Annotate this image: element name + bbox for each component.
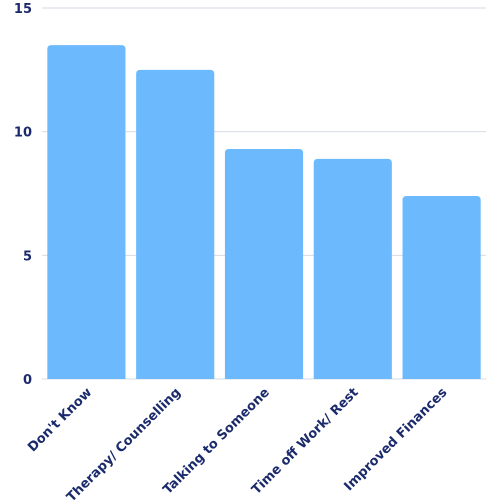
y-tick-label: 10	[14, 126, 32, 141]
y-tick-label: 0	[23, 373, 32, 388]
x-tick-label: Improved Finances	[342, 385, 451, 494]
bar	[47, 45, 126, 379]
bar	[136, 69, 215, 379]
x-tick-label: Don't Know	[25, 385, 95, 455]
bar	[224, 148, 304, 379]
y-tick-label: 15	[14, 2, 32, 17]
bar	[313, 158, 392, 379]
y-tick-label: 5	[23, 249, 32, 264]
bar	[402, 195, 481, 379]
